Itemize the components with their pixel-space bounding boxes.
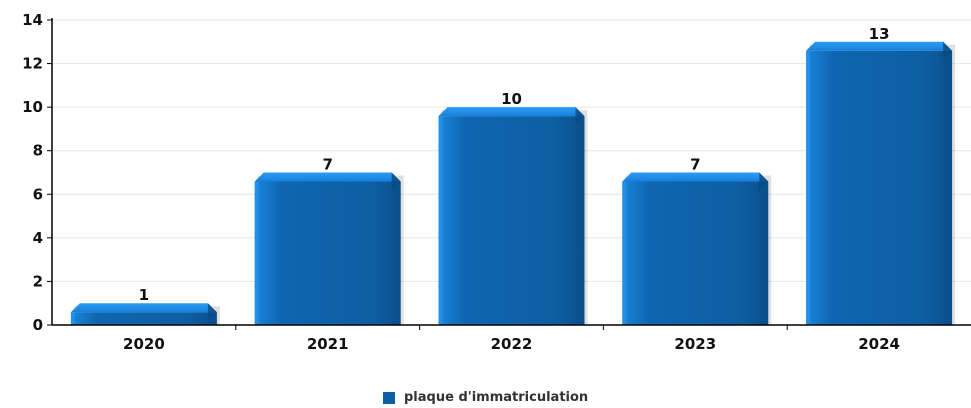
bar-top bbox=[70, 303, 217, 313]
y-tick-label: 4 bbox=[33, 229, 43, 247]
bar-highlight bbox=[254, 181, 259, 325]
x-axis-ticks: 2020 2021 2022 2023 2024 bbox=[123, 325, 900, 353]
legend[interactable]: plaque d'immatriculation bbox=[383, 390, 588, 405]
bars: 1 7 10 7 13 bbox=[70, 25, 956, 326]
data-label: 10 bbox=[501, 90, 522, 108]
bar[interactable] bbox=[438, 107, 588, 326]
bar-body bbox=[806, 50, 953, 326]
bar-bevel bbox=[759, 172, 769, 191]
bar-body bbox=[70, 312, 217, 325]
y-tick-label: 14 bbox=[22, 11, 43, 29]
bar[interactable] bbox=[622, 172, 772, 326]
legend-swatch bbox=[383, 391, 395, 404]
bar-bevel bbox=[575, 107, 585, 126]
y-tick-label: 0 bbox=[33, 316, 43, 334]
data-label: 13 bbox=[869, 25, 890, 43]
bar-highlight bbox=[622, 181, 627, 325]
y-axis-ticks: 0 2 4 6 8 10 12 14 bbox=[22, 11, 52, 334]
bar-body bbox=[622, 181, 769, 325]
bar-body bbox=[254, 181, 401, 325]
x-tick-label: 2022 bbox=[491, 335, 533, 353]
y-tick-label: 10 bbox=[22, 98, 43, 116]
legend-label: plaque d'immatriculation bbox=[404, 390, 589, 405]
bar-top bbox=[438, 107, 585, 117]
y-tick-label: 6 bbox=[33, 185, 43, 203]
x-tick-label: 2023 bbox=[674, 335, 716, 353]
bar-top bbox=[622, 172, 769, 182]
data-label: 1 bbox=[139, 286, 149, 304]
data-label: 7 bbox=[690, 156, 700, 174]
bar-top bbox=[806, 41, 953, 51]
bar-bevel bbox=[391, 172, 401, 191]
y-tick-label: 8 bbox=[33, 142, 43, 160]
bar-top bbox=[254, 172, 401, 182]
x-tick-label: 2020 bbox=[123, 335, 165, 353]
y-tick-label: 2 bbox=[33, 272, 43, 290]
bar-bevel bbox=[943, 41, 953, 60]
bar[interactable] bbox=[254, 172, 404, 326]
axes bbox=[51, 18, 971, 326]
x-tick-label: 2024 bbox=[858, 335, 900, 353]
bar-highlight bbox=[806, 50, 811, 326]
bar-body bbox=[438, 116, 585, 326]
bar[interactable] bbox=[70, 303, 220, 325]
y-tick-label: 12 bbox=[22, 55, 43, 73]
bar-highlight bbox=[438, 116, 443, 326]
x-tick-label: 2021 bbox=[307, 335, 349, 353]
data-label: 7 bbox=[322, 156, 332, 174]
bar-bevel bbox=[207, 303, 217, 322]
bar[interactable] bbox=[806, 41, 956, 326]
bar-highlight bbox=[70, 312, 75, 325]
